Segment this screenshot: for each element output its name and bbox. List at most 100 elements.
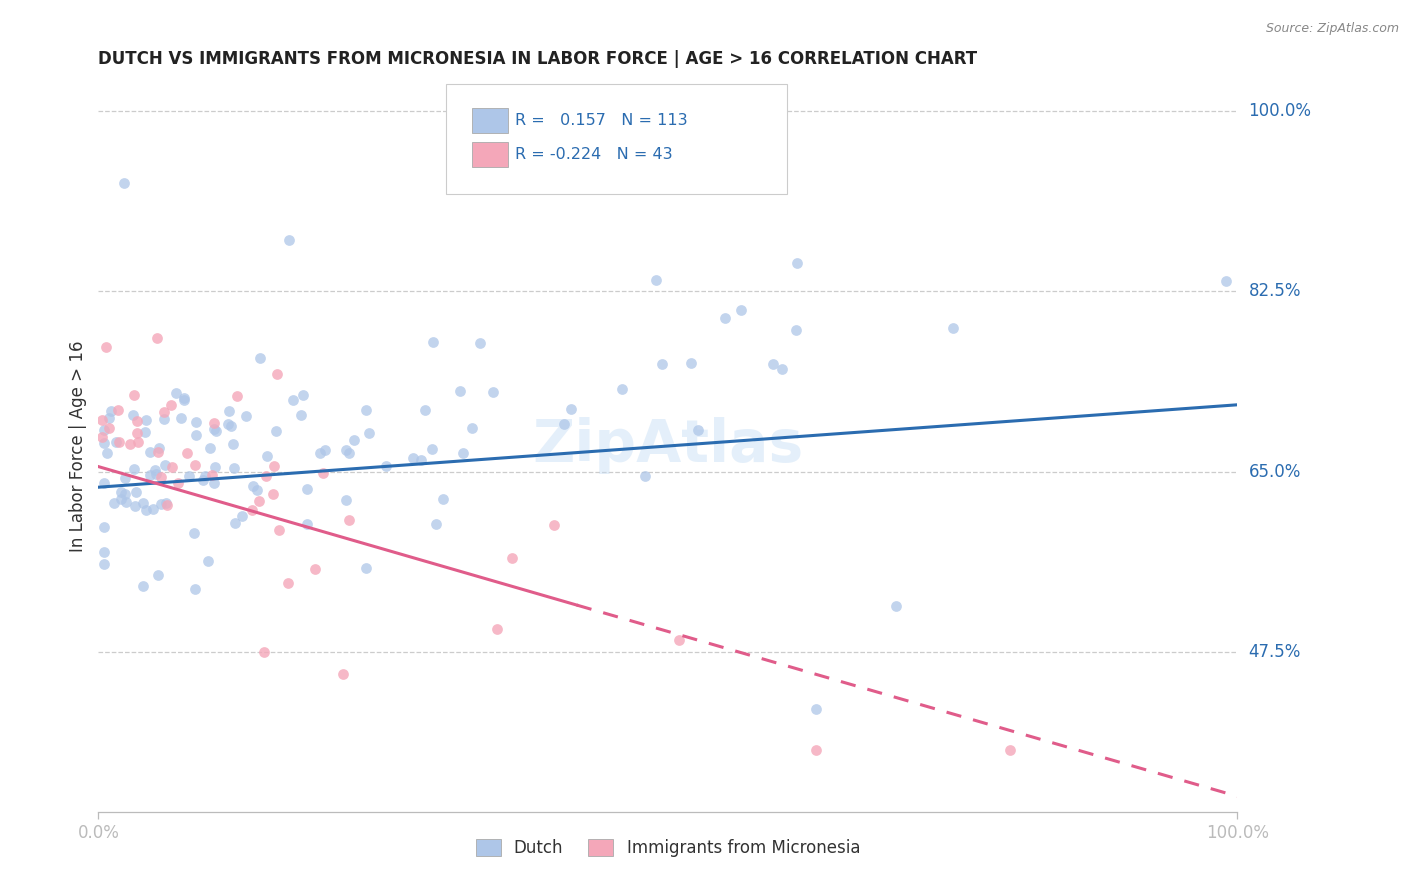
Point <box>266 424 288 438</box>
Point <box>148 441 170 455</box>
Point <box>134 413 156 427</box>
Point <box>543 518 565 533</box>
Point <box>118 437 141 451</box>
Point <box>93 558 115 572</box>
Point <box>482 385 505 400</box>
Point <box>146 331 169 345</box>
Point <box>413 403 436 417</box>
Point <box>785 323 807 337</box>
Point <box>686 423 709 437</box>
Point <box>115 494 138 508</box>
Point <box>135 503 157 517</box>
Point <box>290 408 312 422</box>
Point <box>804 743 827 757</box>
Point <box>221 437 243 451</box>
Point <box>165 385 187 400</box>
Point <box>122 408 145 422</box>
Point <box>108 434 131 449</box>
Text: R =   0.157   N = 113: R = 0.157 N = 113 <box>515 113 688 128</box>
Point <box>468 336 491 351</box>
FancyBboxPatch shape <box>446 84 787 194</box>
Text: 65.0%: 65.0% <box>1249 463 1301 481</box>
Point <box>634 468 657 483</box>
Point <box>90 430 112 444</box>
Point <box>114 471 136 485</box>
Text: 100.0%: 100.0% <box>1249 103 1312 120</box>
Point <box>219 418 242 433</box>
Point <box>93 544 115 558</box>
Point <box>97 421 120 435</box>
Point <box>297 516 319 531</box>
Point <box>422 442 444 456</box>
Point <box>204 460 226 475</box>
Point <box>411 453 433 467</box>
Point <box>184 427 207 442</box>
Point <box>432 491 454 506</box>
Point <box>281 393 304 408</box>
Point <box>132 496 155 510</box>
Point <box>127 434 149 449</box>
Point <box>786 256 808 270</box>
Point <box>762 357 785 371</box>
Point <box>262 487 284 501</box>
Point <box>612 383 634 397</box>
Point <box>122 388 145 402</box>
Text: R = -0.224   N = 43: R = -0.224 N = 43 <box>515 147 673 162</box>
Y-axis label: In Labor Force | Age > 16: In Labor Force | Age > 16 <box>69 340 87 552</box>
Point <box>103 496 125 510</box>
Point <box>884 599 907 613</box>
Point <box>343 433 366 447</box>
Point <box>425 517 447 532</box>
Text: DUTCH VS IMMIGRANTS FROM MICRONESIA IN LABOR FORCE | AGE > 16 CORRELATION CHART: DUTCH VS IMMIGRANTS FROM MICRONESIA IN L… <box>98 50 977 68</box>
Point <box>173 391 195 405</box>
Point <box>202 416 225 430</box>
Point <box>263 458 285 473</box>
Point <box>90 413 112 427</box>
Point <box>202 422 225 436</box>
Point <box>167 476 190 491</box>
Text: ZipAtlas: ZipAtlas <box>533 417 803 475</box>
Point <box>292 388 315 402</box>
Point <box>131 579 153 593</box>
Point <box>153 411 176 425</box>
Point <box>998 743 1021 757</box>
Point <box>770 362 793 376</box>
Point <box>146 568 169 582</box>
Point <box>335 443 357 458</box>
Point <box>231 509 253 524</box>
Point <box>160 398 183 412</box>
Point <box>304 561 326 575</box>
Point <box>354 560 377 574</box>
Point <box>269 523 291 537</box>
Point <box>422 334 444 349</box>
Point <box>308 446 330 460</box>
Point <box>150 497 173 511</box>
Point <box>217 417 239 431</box>
Text: Source: ZipAtlas.com: Source: ZipAtlas.com <box>1265 22 1399 36</box>
Point <box>225 389 247 403</box>
Point <box>224 461 246 475</box>
Point <box>202 475 225 490</box>
Point <box>651 357 673 371</box>
Point <box>134 425 156 439</box>
Point <box>124 462 146 476</box>
Point <box>110 491 132 506</box>
Point <box>332 667 354 681</box>
Point <box>156 499 179 513</box>
Text: 47.5%: 47.5% <box>1249 643 1301 661</box>
Point <box>145 467 167 482</box>
Point <box>668 633 690 648</box>
Point <box>184 458 207 472</box>
Point <box>235 409 257 423</box>
Point <box>98 410 121 425</box>
Point <box>125 414 148 428</box>
Point <box>146 445 169 459</box>
Point <box>337 513 360 527</box>
Point <box>173 392 195 407</box>
Point <box>560 402 582 417</box>
Point <box>197 554 219 568</box>
Point <box>804 702 827 716</box>
Point <box>312 466 335 480</box>
Point <box>112 176 135 190</box>
Point <box>93 520 115 534</box>
